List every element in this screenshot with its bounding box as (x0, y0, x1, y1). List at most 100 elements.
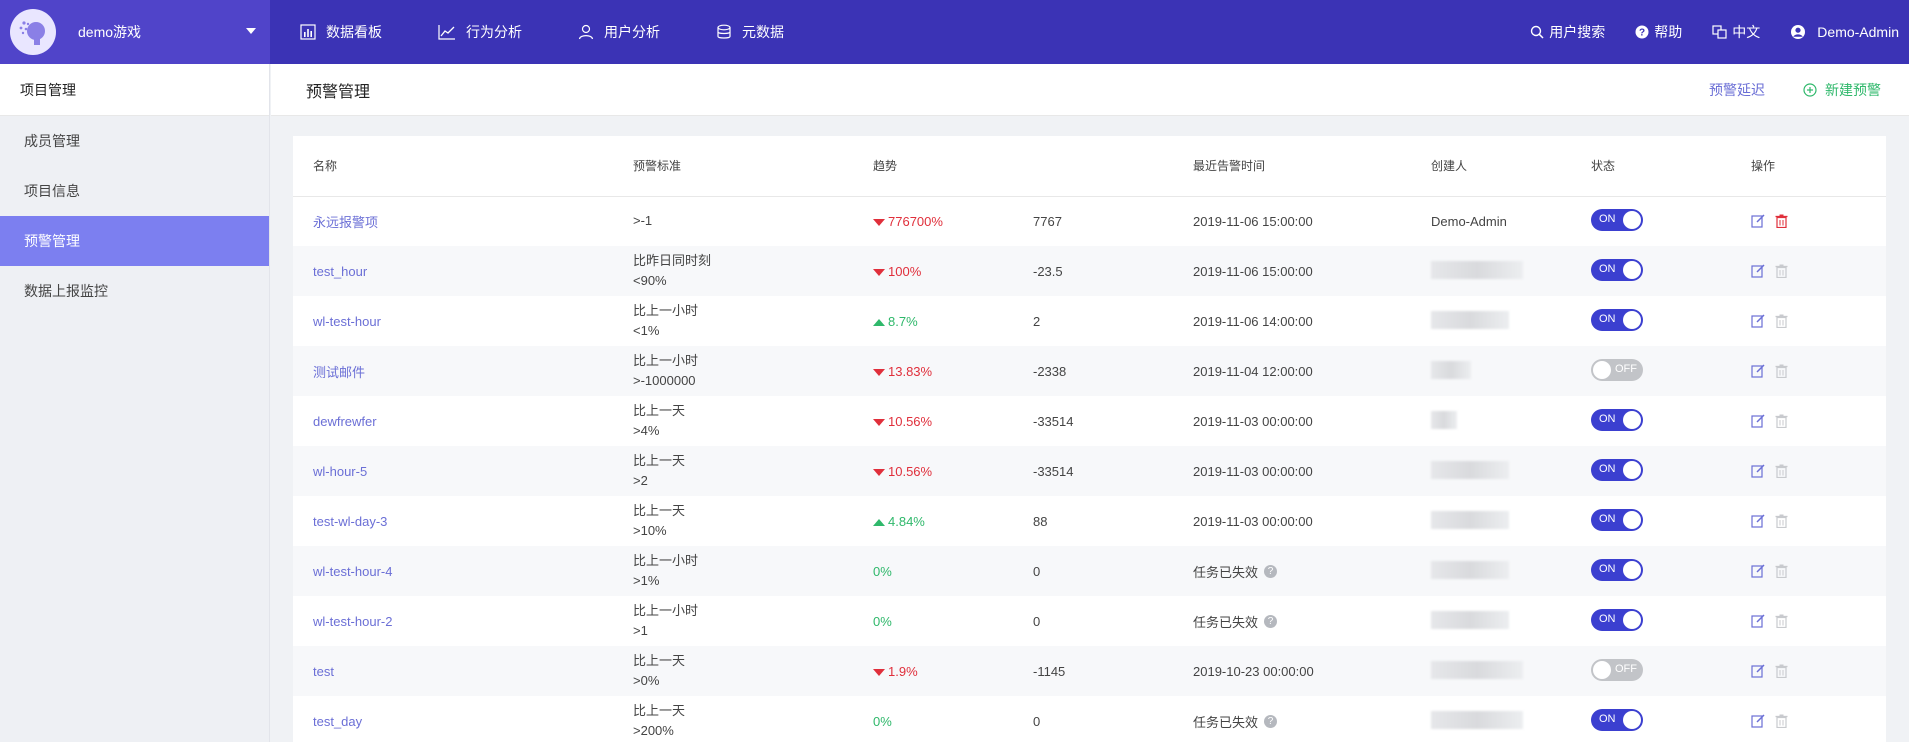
edit-icon[interactable] (1751, 514, 1765, 528)
status-toggle[interactable]: OFF (1591, 358, 1643, 381)
alert-standard-threshold: <90% (633, 273, 667, 288)
sidebar-item-data-monitor[interactable]: 数据上报监控 (24, 283, 108, 299)
delete-icon[interactable] (1775, 464, 1788, 478)
search-icon (1531, 25, 1544, 39)
edit-icon[interactable] (1751, 714, 1765, 728)
status-toggle[interactable]: ON (1591, 708, 1643, 731)
delete-icon[interactable] (1775, 564, 1788, 578)
help-button[interactable]: ? 帮助 (1635, 22, 1682, 42)
help-icon[interactable]: ? (1264, 714, 1278, 728)
edit-icon[interactable] (1751, 414, 1765, 428)
creator-redacted (1431, 510, 1509, 529)
trend-value: 10.56% (873, 414, 932, 429)
alert-standard-basis: 比上一小时 (633, 553, 699, 568)
alert-name-link[interactable]: dewfrewfer (313, 413, 377, 429)
status-toggle[interactable]: ON (1591, 308, 1643, 331)
edit-icon[interactable] (1751, 364, 1765, 378)
nav-dashboard[interactable]: 数据看板 (300, 22, 382, 42)
metric-value: -1145 (1033, 663, 1066, 679)
project-switcher[interactable]: demo游戏 (0, 0, 270, 64)
alert-name-link[interactable]: wl-hour-5 (313, 463, 368, 479)
alert-name-link[interactable]: test (313, 663, 334, 679)
status-label: ON (1599, 462, 1616, 475)
user-search-label: 用户搜索 (1549, 24, 1606, 40)
status-toggle[interactable]: OFF (1591, 658, 1643, 681)
sidebar-item-members[interactable]: 成员管理 (24, 133, 80, 149)
language-switch[interactable]: 中文 (1712, 22, 1760, 42)
status-label: OFF (1615, 362, 1637, 375)
status-toggle[interactable]: ON (1591, 408, 1643, 431)
caret-down-icon[interactable] (246, 28, 256, 34)
delete-icon[interactable] (1775, 614, 1788, 628)
status-toggle[interactable]: ON (1591, 508, 1643, 531)
table-row: dewfrewfer 比上一天 >4% 10.56% -33514 2019-11… (293, 396, 1886, 446)
edit-icon[interactable] (1751, 214, 1765, 228)
delete-icon[interactable] (1775, 714, 1788, 728)
trend-percent: 1.9% (888, 663, 918, 679)
status-toggle[interactable]: ON (1591, 458, 1643, 481)
edit-icon[interactable] (1751, 664, 1765, 678)
status-toggle[interactable]: ON (1591, 258, 1643, 281)
last-alert-time: 2019-11-06 15:00:00 (1193, 263, 1313, 279)
metric-value: 7767 (1033, 213, 1062, 229)
edit-icon[interactable] (1751, 314, 1765, 328)
help-icon[interactable]: ? (1264, 564, 1278, 578)
nav-behavior-analysis[interactable]: 行为分析 (438, 22, 522, 42)
help-icon: ? (1635, 25, 1649, 39)
user-search-button[interactable]: 用户搜索 (1530, 22, 1605, 42)
help-icon[interactable]: ? (1264, 614, 1278, 628)
delete-icon[interactable] (1775, 514, 1788, 528)
last-alert-time: 任务已失效 (1193, 614, 1259, 630)
metric-value: 0 (1033, 713, 1041, 729)
trend-down-icon (873, 268, 885, 276)
edit-icon[interactable] (1751, 564, 1765, 578)
sidebar-item-alerts[interactable]: 预警管理 (0, 216, 269, 266)
edit-icon[interactable] (1751, 614, 1765, 628)
status-toggle[interactable]: ON (1591, 558, 1643, 581)
creator-redacted (1431, 460, 1509, 479)
alert-name-link[interactable]: wl-test-hour-2 (313, 613, 393, 629)
trend-up-icon (873, 518, 885, 526)
delete-icon[interactable] (1775, 264, 1788, 278)
last-alert-time: 2019-11-06 15:00:00 (1193, 213, 1313, 229)
nav-user-analysis[interactable]: 用户分析 (578, 22, 660, 42)
main-nav: 数据看板 行为分析 用户分析 元数据 (300, 0, 840, 64)
edit-icon[interactable] (1751, 464, 1765, 478)
delete-icon[interactable] (1775, 414, 1788, 428)
status-label: OFF (1615, 662, 1637, 675)
trend-value: 10.56% (873, 464, 932, 479)
edit-icon[interactable] (1751, 264, 1765, 278)
project-name: demo游戏 (78, 24, 142, 40)
alert-name-link[interactable]: 永远报警项 (313, 214, 379, 230)
creator-name: Demo-Admin (1431, 213, 1507, 229)
toggle-knob (1623, 410, 1641, 429)
user-menu[interactable]: Demo-Admin (1790, 24, 1899, 40)
trend-value: 0% (873, 564, 892, 579)
status-label: ON (1599, 562, 1616, 575)
delete-icon[interactable] (1775, 214, 1788, 229)
row-actions (1751, 464, 1886, 478)
toggle-knob (1623, 560, 1641, 579)
alert-delay-link[interactable]: 预警延迟 (1709, 81, 1765, 98)
trend-percent: 0% (873, 713, 892, 729)
alert-name-link[interactable]: test_day (313, 713, 363, 729)
sidebar-item-project-info[interactable]: 项目信息 (24, 183, 80, 199)
alert-name-link[interactable]: test-wl-day-3 (313, 513, 388, 529)
trend-value: 0% (873, 614, 892, 629)
delete-icon[interactable] (1775, 364, 1788, 378)
alert-name-link[interactable]: test_hour (313, 263, 368, 279)
delete-icon[interactable] (1775, 314, 1788, 328)
alert-name-link[interactable]: 测试邮件 (313, 364, 366, 380)
alert-standard-basis: 比上一天 (633, 653, 686, 668)
last-alert-time: 任务已失效 (1193, 714, 1259, 730)
status-toggle[interactable]: ON (1591, 608, 1643, 631)
trend-up-icon (873, 318, 885, 326)
translate-icon (1712, 25, 1727, 39)
status-toggle[interactable]: ON (1591, 208, 1643, 231)
trend-percent: 0% (873, 613, 892, 629)
delete-icon[interactable] (1775, 664, 1788, 678)
alert-name-link[interactable]: wl-test-hour-4 (313, 563, 393, 579)
new-alert-button[interactable]: 新建预警 (1803, 80, 1881, 100)
alert-name-link[interactable]: wl-test-hour (313, 313, 381, 329)
nav-metadata[interactable]: 元数据 (716, 22, 784, 42)
